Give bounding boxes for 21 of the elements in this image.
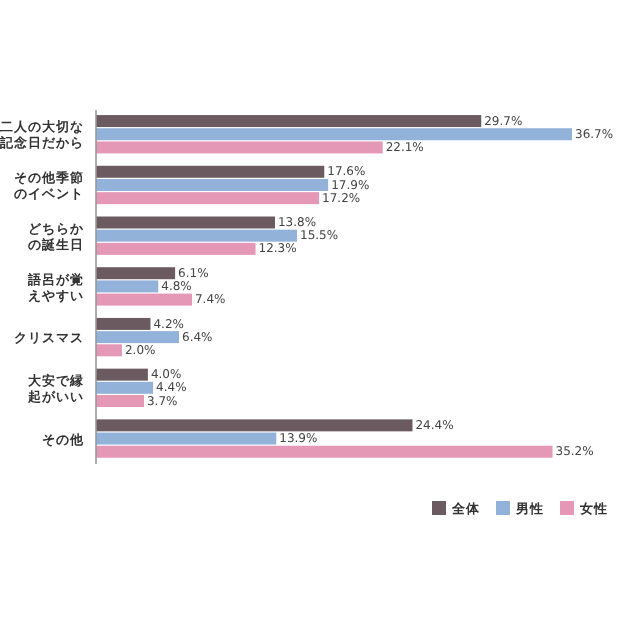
- bar: [96, 267, 176, 280]
- bar: [96, 192, 320, 205]
- bar: [96, 331, 180, 344]
- bar: [96, 293, 192, 306]
- bar: [96, 317, 151, 330]
- bar: [96, 229, 298, 242]
- bar: [96, 178, 329, 191]
- bar: [96, 395, 144, 408]
- bar: [96, 165, 325, 178]
- bar: [96, 368, 148, 381]
- bar: [96, 344, 122, 357]
- bar: [96, 115, 482, 128]
- bar: [96, 128, 572, 141]
- bar: [96, 432, 277, 445]
- bar: [96, 381, 154, 394]
- bar: [96, 280, 159, 293]
- bar: [96, 419, 413, 432]
- bar: [96, 242, 256, 255]
- bar: [96, 141, 383, 154]
- bar: [96, 445, 553, 458]
- bar: [96, 216, 275, 229]
